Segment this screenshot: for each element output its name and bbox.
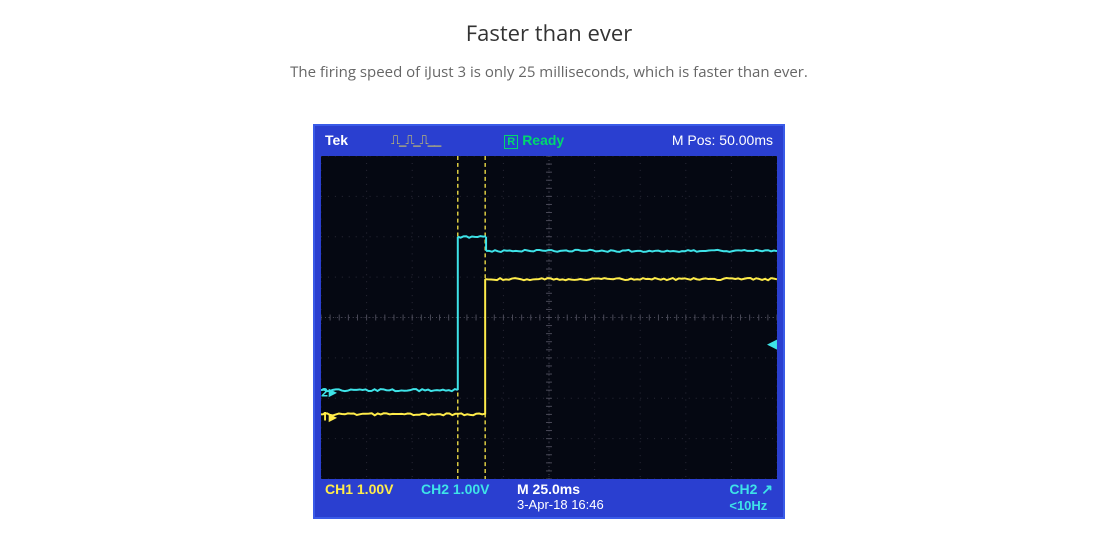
waveform-graticule: 2▶ 1▶ ◀ bbox=[321, 156, 777, 479]
trigger-level-marker: ◀ bbox=[767, 334, 777, 352]
scope-header: Tek ⎍_⎍_⎍__ R Ready M Pos: 50.00ms bbox=[315, 126, 783, 154]
datetime-readout: 3-Apr-18 16:46 bbox=[517, 497, 667, 512]
ready-box-icon: R bbox=[504, 135, 518, 149]
trigger-status: R Ready bbox=[504, 132, 564, 148]
trigger-frequency: <10Hz bbox=[729, 498, 773, 513]
graticule-svg bbox=[321, 156, 777, 479]
ch1-scale-readout: CH1 1.00V bbox=[325, 481, 421, 497]
trigger-readout: CH2 ↗ <10Hz bbox=[729, 481, 773, 513]
ch2-marker-label: 2 bbox=[321, 383, 328, 400]
timebase-value: M 25.0ms bbox=[517, 481, 580, 497]
ch2-scale-readout: CH2 1.00V bbox=[421, 481, 517, 497]
timebase-readout: M 25.0ms 3-Apr-18 16:46 bbox=[517, 481, 667, 512]
ch1-ground-marker: 1▶ bbox=[321, 408, 337, 425]
scope-footer: CH1 1.00V CH2 1.00V M 25.0ms 3-Apr-18 16… bbox=[315, 479, 783, 517]
arrow-right-icon: ▶ bbox=[329, 409, 337, 423]
arrow-right-icon: ▶ bbox=[329, 385, 337, 399]
ch1-marker-label: 1 bbox=[321, 408, 328, 425]
oscilloscope-frame: Tek ⎍_⎍_⎍__ RReady M Pos: 50.00ms ▼ 2▶ 1… bbox=[313, 124, 785, 519]
scope-brand: Tek bbox=[325, 132, 385, 148]
horizontal-position: M Pos: 50.00ms bbox=[672, 132, 773, 148]
ch2-ground-marker: 2▶ bbox=[321, 383, 337, 400]
page-subtitle: The firing speed of iJust 3 is only 25 m… bbox=[290, 62, 808, 82]
ready-text: Ready bbox=[522, 132, 564, 148]
acquisition-mode-icon: ⎍_⎍_⎍__ bbox=[391, 132, 440, 148]
trigger-source: CH2 ↗ bbox=[729, 481, 773, 497]
page-title: Faster than ever bbox=[466, 18, 632, 48]
